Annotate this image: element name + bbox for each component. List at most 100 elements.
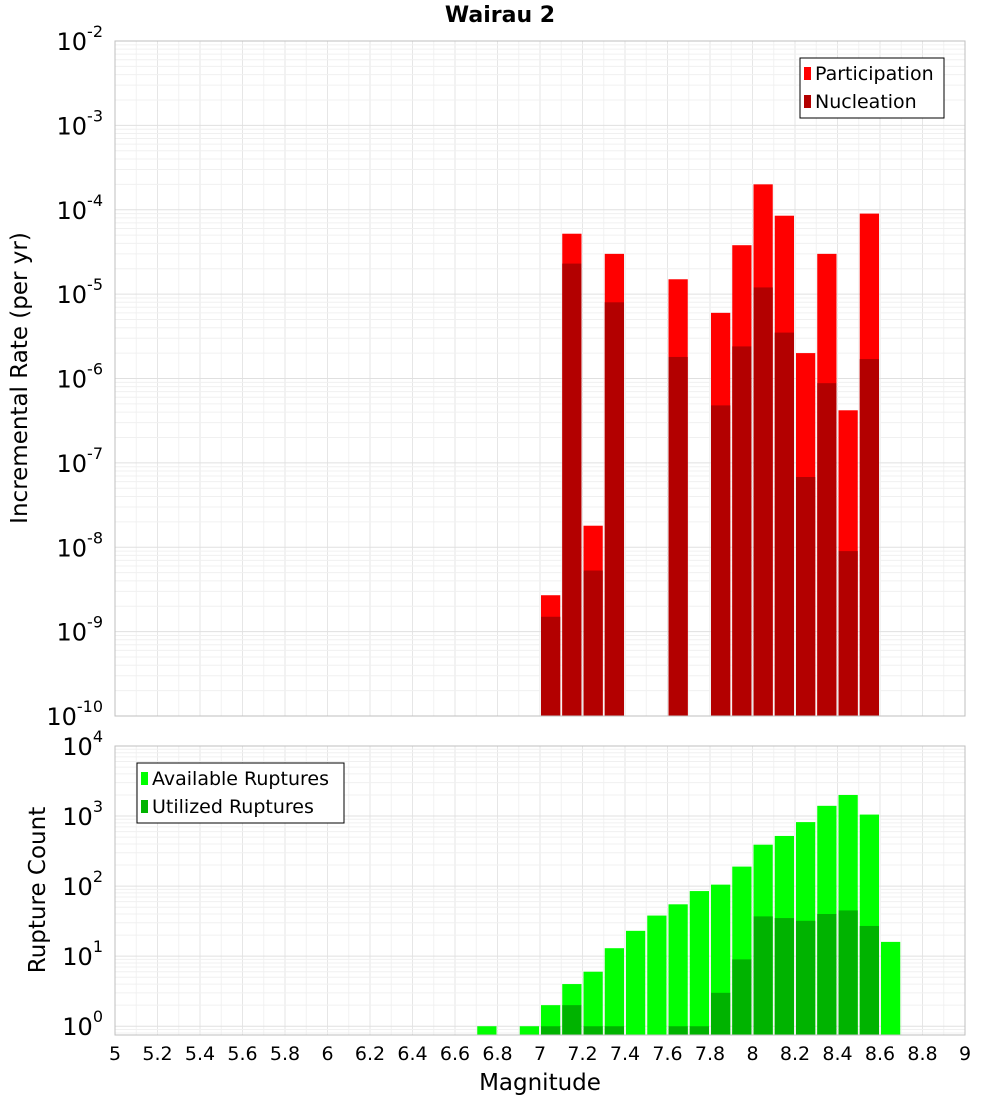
legend-label: Utilized Ruptures [152,796,314,818]
legend-swatch [141,800,148,813]
chart-title: Wairau 2 [445,3,555,28]
y-tick-base: 10 [62,803,93,831]
y-tick-label: 10-5 [57,275,104,309]
bar-utilized-ruptures [604,1026,624,1035]
legend: Available Ruptures Utilized Ruptures [136,762,345,824]
x-tick-label: 9 [959,1043,971,1065]
x-tick-label: 5.8 [270,1043,300,1065]
x-tick-label: 5.4 [185,1043,215,1065]
y-tick-label: 104 [62,727,103,761]
y-tick-exponent: -9 [87,613,103,632]
legend-swatch [804,95,811,108]
y-tick-label: 101 [62,937,103,971]
y-tick-exponent: -3 [87,106,103,125]
bar-available-ruptures [604,948,624,1035]
y-tick-base: 10 [57,366,88,394]
plot-border [114,40,966,717]
y-tick-exponent: 4 [93,727,103,746]
bar-utilized-ruptures [796,920,816,1035]
bar-utilized-ruptures [711,992,731,1035]
y-tick-label: 10-3 [57,106,104,140]
x-tick-label: 5 [109,1043,121,1065]
bar-utilized-ruptures [753,916,773,1035]
bar-nucleation [838,551,858,716]
bar-nucleation [604,302,624,716]
bar-nucleation [774,332,794,716]
y-tick-exponent: 2 [93,867,103,886]
x-tick-label: 6.2 [355,1043,385,1065]
x-tick-label: 8.8 [907,1043,937,1065]
y-tick-label: 103 [62,797,103,831]
legend-box [799,57,945,119]
bar-nucleation [859,359,879,716]
y-tick-base: 10 [57,534,88,562]
bar-nucleation [796,477,816,716]
y-tick-base: 10 [57,28,88,56]
y-tick-base: 10 [57,112,88,140]
bar-utilized-ruptures [859,925,879,1035]
y-tick-exponent: -8 [87,528,103,547]
y-tick-label: 10-9 [57,613,104,647]
y-tick-exponent: 1 [93,937,103,956]
bar-nucleation [541,616,561,716]
y-tick-label: 10-6 [57,360,104,394]
y-tick-exponent: 0 [93,1007,103,1026]
legend-label: Participation [815,63,934,85]
y-tick-label: 102 [62,867,103,901]
bar-utilized-ruptures [541,1026,561,1035]
y-axis-label-count: Rupture Count [25,807,51,973]
bar-available-ruptures [583,971,603,1035]
bar-available-ruptures [626,930,646,1035]
bar-nucleation [753,287,773,716]
x-tick-label: 6.8 [482,1043,512,1065]
y-tick-base: 10 [57,281,88,309]
x-tick-label: 5.2 [142,1043,172,1065]
x-tick-label: 6 [321,1043,333,1065]
y-tick-label: 10-4 [57,191,104,225]
legend: Participation Nucleation [799,57,945,119]
legend-box [136,762,345,824]
y-tick-label: 10-10 [46,697,103,731]
bar-available-ruptures [477,1026,497,1035]
y-tick-base: 10 [62,733,93,761]
bar-nucleation [732,346,752,716]
bar-utilized-ruptures [668,1026,688,1035]
y-axis-label-rate: Incremental Rate (per yr) [7,232,33,524]
y-tick-exponent: -4 [87,191,103,210]
bar-utilized-ruptures [817,914,837,1035]
y-tick-base: 10 [57,619,88,647]
y-tick-exponent: -2 [87,22,103,41]
bar-nucleation [562,263,582,716]
bar-utilized-ruptures [562,1005,582,1035]
y-tick-label: 10-2 [57,22,104,56]
bar-utilized-ruptures [774,918,794,1035]
x-tick-label: 7.8 [695,1043,725,1065]
y-tick-base: 10 [57,450,88,478]
y-tick-exponent: -6 [87,360,103,379]
y-tick-label: 10-8 [57,528,104,562]
legend-label: Nucleation [815,91,917,113]
x-tick-label: 6.6 [440,1043,470,1065]
y-tick-label: 100 [62,1007,103,1041]
bar-utilized-ruptures [689,1026,709,1035]
legend-swatch [141,772,148,785]
y-tick-base: 10 [62,943,93,971]
x-tick-label: 7.6 [652,1043,682,1065]
y-tick-exponent: 3 [93,797,103,816]
x-tick-label: 8.6 [865,1043,895,1065]
x-axis-label: Magnitude [479,1070,601,1096]
y-tick-exponent: -5 [87,275,103,294]
x-tick-label: 8 [746,1043,758,1065]
plot-border [114,745,966,1036]
x-tick-label: 7.2 [567,1043,597,1065]
bar-available-ruptures [881,941,901,1035]
x-tick-label: 5.6 [227,1043,257,1065]
bar-available-ruptures [689,891,709,1035]
bar-utilized-ruptures [838,910,858,1035]
bar-utilized-ruptures [583,1026,603,1035]
x-tick-label: 7.4 [610,1043,640,1065]
x-tick-label: 8.4 [822,1043,852,1065]
